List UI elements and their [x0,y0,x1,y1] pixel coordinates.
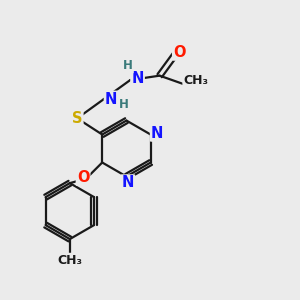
Text: CH₃: CH₃ [57,254,82,267]
Text: N: N [105,92,117,107]
Text: H: H [123,59,133,72]
Text: S: S [72,111,83,126]
Text: H: H [119,98,129,111]
Text: N: N [122,176,134,190]
Text: N: N [131,71,144,86]
Text: N: N [151,126,163,141]
Text: O: O [173,45,186,60]
Text: CH₃: CH₃ [183,74,208,88]
Text: O: O [77,170,89,185]
